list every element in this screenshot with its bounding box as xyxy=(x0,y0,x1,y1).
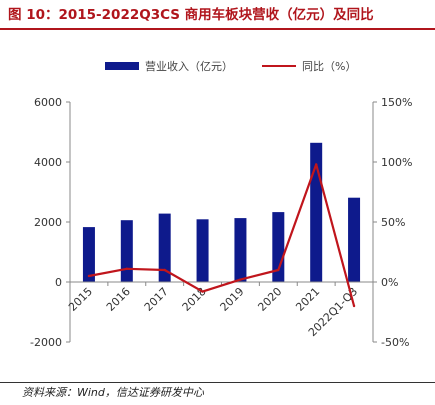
y-tick-label-right: 50% xyxy=(381,216,405,229)
yoy-point xyxy=(239,278,242,281)
legend-label-revenue: 营业收入（亿元） xyxy=(145,60,233,73)
x-tick-label: 2018 xyxy=(180,285,209,314)
bar xyxy=(120,220,133,282)
x-tick-label: 2017 xyxy=(142,285,171,314)
bar xyxy=(158,213,171,282)
legend-label-yoy: 同比（%） xyxy=(302,60,357,73)
x-tick-label: 2019 xyxy=(218,285,247,314)
y-tick-label-right: 150% xyxy=(381,96,412,109)
bar xyxy=(234,218,247,282)
yoy-point xyxy=(87,274,91,278)
yoy-point xyxy=(163,268,166,272)
y-tick-label-left: 6000 xyxy=(34,96,62,109)
y-tick-label-left: 0 xyxy=(55,276,62,289)
x-tick-label: 2016 xyxy=(104,285,133,314)
yoy-point xyxy=(125,267,129,270)
legend-swatch-line xyxy=(262,65,296,67)
yoy-point xyxy=(314,163,318,166)
y-tick-label-right: -50% xyxy=(381,336,409,349)
legend-item-revenue: 营业收入（亿元） xyxy=(105,58,233,74)
bar xyxy=(82,227,95,282)
yoy-point xyxy=(277,268,280,272)
y-tick-label-left: 2000 xyxy=(34,216,62,229)
y-tick-label-right: 0% xyxy=(381,276,398,289)
y-tick-label-left: -2000 xyxy=(30,336,62,349)
y-tick-label-right: 100% xyxy=(381,156,412,169)
yoy-line xyxy=(88,163,356,307)
yoy-point xyxy=(201,290,204,293)
chart-title: 图 10：2015-2022Q3CS 商用车板块营收（亿元）及同比 xyxy=(0,0,435,30)
legend-swatch-bar xyxy=(105,62,139,70)
y-tick-label-left: 4000 xyxy=(34,156,62,169)
legend-item-yoy: 同比（%） xyxy=(262,58,356,74)
yoy-point xyxy=(352,304,356,308)
source-footer: 资料来源：Wind，信达证券研发中心 xyxy=(0,382,435,403)
x-tick-label: 2020 xyxy=(255,285,284,314)
bar xyxy=(196,219,209,282)
x-tick-label: 2021 xyxy=(293,285,322,314)
bar xyxy=(348,197,361,282)
